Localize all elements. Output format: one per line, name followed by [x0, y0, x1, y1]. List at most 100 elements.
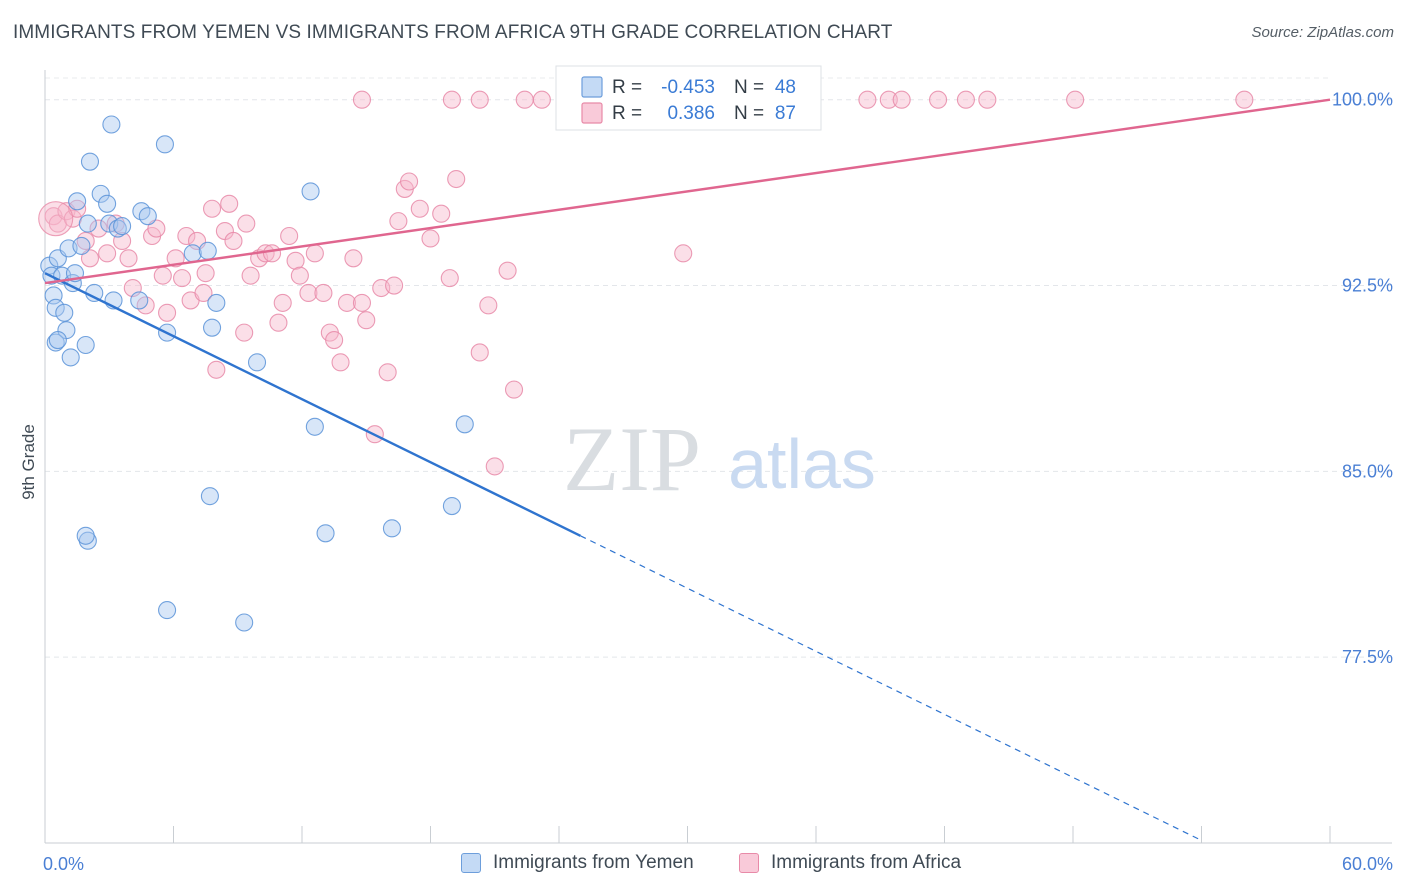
africa-point-37 — [273, 293, 292, 312]
yemen-point-45 — [76, 335, 95, 355]
yemen-point-3 — [46, 298, 65, 317]
africa-point-45 — [325, 331, 344, 350]
yemen-point-37 — [455, 415, 474, 434]
legend-yemen-n-value: 48 — [775, 77, 796, 98]
yemen-point-46 — [130, 291, 149, 310]
africa-point-55 — [389, 212, 408, 231]
africa-point-25 — [203, 199, 222, 218]
yemen-point-42 — [200, 487, 219, 506]
africa-point-7 — [89, 219, 108, 238]
africa-point-29 — [224, 231, 243, 251]
yemen-point-35 — [382, 519, 402, 538]
bottom-legend-yemen: Immigrants from Yemen — [461, 852, 694, 874]
africa-point-6 — [80, 249, 100, 268]
legend-yemen-r-value: -0.453 — [661, 77, 715, 98]
africa-point-16 — [153, 266, 172, 285]
africa-point-41 — [299, 283, 318, 303]
bottom-legend-africa-label: Immigrants from Africa — [771, 852, 962, 873]
africa-point-70 — [442, 90, 461, 109]
yemen-point-14 — [78, 214, 97, 233]
yemen-point-41 — [235, 613, 254, 632]
africa-point-54 — [385, 276, 404, 295]
africa-point-80 — [879, 90, 898, 109]
yemen-point-31 — [247, 353, 267, 372]
bottom-legend-yemen-swatch — [461, 853, 481, 873]
trend-lines — [44, 98, 1331, 841]
y-tick-label-0: 100.0% — [1332, 90, 1393, 110]
africa-point-28 — [220, 194, 239, 213]
yemen-point-15 — [80, 152, 100, 171]
africa-point-cluster — [38, 201, 74, 237]
yemen-point-34 — [316, 524, 335, 543]
africa-point-66 — [498, 261, 517, 280]
africa-point-71 — [470, 90, 489, 109]
africa-point-85 — [956, 90, 975, 109]
chart-title: IMMIGRANTS FROM YEMEN VS IMMIGRANTS FROM… — [13, 22, 893, 43]
series-yemen-points — [40, 115, 474, 632]
watermark-atlas: atlas — [728, 425, 876, 503]
africa-point-72 — [515, 90, 534, 109]
bottom-legend-africa-swatch — [739, 853, 759, 873]
bottom-legend-africa: Immigrants from Africa — [739, 852, 961, 874]
africa-point-49 — [352, 293, 372, 312]
africa-point-65 — [485, 457, 504, 476]
y-tick-label-1: 92.5% — [1342, 276, 1393, 296]
africa-point-62 — [447, 169, 466, 189]
africa-point-15 — [147, 219, 166, 238]
grid-lines — [45, 77, 1392, 658]
africa-trend-line — [44, 98, 1331, 285]
yemen-point-13 — [72, 236, 91, 255]
tick-labels: 100.0% 92.5% 85.0% 77.5% 0.0% 60.0% — [43, 90, 1393, 874]
yemen-point-12 — [68, 192, 87, 211]
africa-point-59 — [421, 229, 440, 248]
yemen-point-26 — [155, 135, 174, 154]
yemen-point-44 — [48, 331, 67, 350]
yemen-trend-line — [44, 272, 581, 537]
legend: R = -0.453 N = 48 R = 0.386 N = 87 — [555, 65, 822, 131]
africa-point-47 — [337, 293, 357, 312]
africa-point-20 — [177, 226, 196, 246]
yemen-point-28 — [183, 244, 202, 263]
africa-point-26 — [207, 360, 226, 379]
africa-point-82 — [1066, 90, 1085, 109]
legend-africa-n-value: 87 — [775, 103, 796, 124]
africa-point-23 — [194, 283, 213, 303]
africa-point-42 — [305, 244, 324, 263]
yemen-point-25 — [138, 207, 157, 226]
yemen-point-18 — [98, 194, 117, 213]
axes — [44, 70, 1392, 844]
africa-point-86 — [978, 90, 997, 109]
africa-point-48 — [344, 249, 363, 268]
yemen-point-6 — [55, 303, 74, 322]
bottom-legend-yemen-label: Immigrants from Yemen — [493, 852, 694, 873]
y-tick-label-3: 77.5% — [1342, 647, 1393, 667]
yemen-point-43 — [46, 333, 65, 352]
legend-africa-n-label: N = — [734, 103, 764, 124]
africa-point-69 — [352, 90, 372, 109]
africa-point-58 — [410, 199, 429, 218]
africa-point-40 — [290, 266, 309, 285]
africa-point-63 — [470, 343, 489, 362]
yemen-point-17 — [91, 184, 110, 203]
africa-point-64 — [479, 296, 498, 315]
yemen-point-33 — [305, 417, 324, 436]
africa-point-31 — [237, 214, 256, 233]
watermark: ZIP atlas — [563, 408, 876, 510]
yemen-point-22 — [102, 115, 121, 134]
africa-point-36 — [269, 313, 288, 332]
yemen-point-9 — [61, 348, 80, 367]
africa-point-43 — [314, 283, 333, 303]
yemen-point-32 — [301, 182, 320, 201]
africa-point-83 — [1235, 90, 1254, 109]
africa-point-84 — [929, 90, 948, 109]
africa-point-39 — [286, 251, 305, 270]
africa-point-73 — [532, 90, 551, 109]
africa-point-53 — [378, 363, 397, 382]
africa-point-4 — [68, 199, 87, 218]
yemen-point-29 — [203, 318, 222, 337]
africa-point-67 — [504, 380, 524, 399]
africa-point-81 — [892, 90, 911, 109]
africa-point-35 — [262, 244, 282, 263]
yemen-point-30 — [207, 293, 226, 312]
